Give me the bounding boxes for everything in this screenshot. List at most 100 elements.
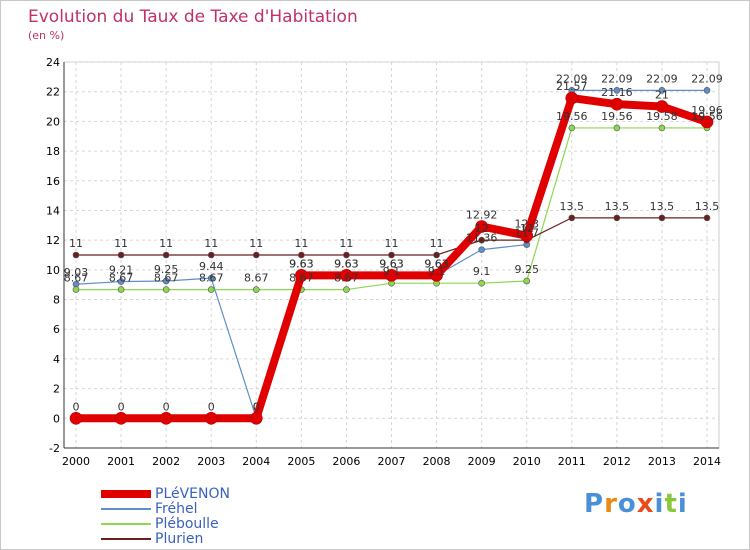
data-point — [613, 87, 621, 94]
data-point — [204, 412, 218, 425]
data-point — [340, 269, 353, 282]
data-label: 11 — [430, 237, 444, 250]
data-label: 12.3 — [514, 218, 539, 231]
data-label: 9.03 — [64, 266, 89, 279]
data-label: 19.56 — [601, 110, 633, 123]
data-label: 9.21 — [109, 264, 134, 277]
data-point — [430, 269, 443, 282]
data-point — [252, 251, 260, 259]
data-point — [478, 236, 485, 244]
data-label: 11 — [159, 237, 173, 250]
data-label: 8.67 — [109, 272, 134, 285]
data-label: 11 — [249, 237, 263, 250]
data-point — [162, 286, 170, 293]
data-point — [700, 115, 714, 129]
y-tick-label: 12 — [46, 234, 60, 247]
data-label: 0 — [163, 400, 170, 413]
data-point — [162, 277, 170, 285]
data-point — [565, 91, 579, 105]
chart-subtitle: (en %) — [28, 29, 65, 42]
data-label: 9.25 — [514, 263, 539, 276]
x-tick-label: 2011 — [558, 455, 586, 468]
y-tick-label: 22 — [46, 86, 60, 99]
data-point — [658, 214, 666, 222]
data-point — [343, 286, 350, 293]
y-tick-label: 4 — [53, 353, 60, 366]
data-label: 13.5 — [695, 200, 720, 213]
proxiti-logo: Proxiti — [584, 489, 688, 519]
data-label: 19.96 — [691, 104, 723, 117]
data-point — [655, 100, 669, 113]
x-tick-label: 2012 — [603, 455, 631, 468]
data-point — [613, 124, 621, 132]
data-point — [385, 269, 398, 282]
data-label: 22.09 — [646, 72, 678, 85]
legend-label: Plurien — [155, 531, 204, 547]
x-tick-label: 2003 — [197, 455, 225, 468]
y-tick-label: 8 — [53, 294, 60, 307]
data-point — [610, 97, 624, 111]
data-label: 9.63 — [379, 257, 404, 270]
data-label: 9.63 — [379, 257, 404, 270]
x-tick-label: 2009 — [468, 455, 496, 468]
data-label: 11 — [114, 237, 128, 250]
data-point — [388, 251, 395, 259]
y-tick-label: 2 — [53, 383, 60, 396]
data-point — [207, 286, 215, 293]
data-point — [252, 286, 260, 293]
data-point — [475, 220, 488, 233]
x-tick-label: 2013 — [648, 455, 676, 468]
data-label: 9.63 — [289, 257, 314, 270]
data-label: 11.7 — [514, 227, 539, 240]
data-point — [207, 274, 215, 282]
data-label: 19.56 — [556, 110, 588, 123]
data-label: 8.67 — [334, 272, 359, 285]
x-tick-label: 2014 — [693, 455, 721, 468]
data-point — [72, 286, 80, 293]
data-label: 9.63 — [424, 257, 449, 270]
data-label: 9.63 — [424, 257, 449, 270]
data-point — [478, 246, 485, 253]
data-point — [295, 269, 308, 282]
data-label: 12.92 — [466, 208, 498, 221]
data-point — [703, 87, 711, 94]
data-point — [568, 124, 576, 132]
data-point — [162, 251, 170, 259]
data-label: 9.63 — [334, 257, 359, 270]
data-label: 21.57 — [556, 80, 588, 93]
legend-swatch — [101, 508, 151, 510]
y-tick-label: 18 — [46, 145, 60, 158]
data-label: 8.67 — [289, 272, 314, 285]
data-label: 9.63 — [334, 257, 359, 270]
legend-swatch — [101, 490, 151, 498]
legend-label: PLéVENON — [155, 486, 230, 502]
data-label: 0 — [118, 400, 125, 413]
data-label: 13.5 — [560, 200, 585, 213]
x-tick-label: 2001 — [107, 455, 135, 468]
data-label: 0 — [73, 400, 80, 413]
data-label: 11 — [385, 237, 399, 250]
legend-label: Pléboulle — [155, 516, 219, 532]
data-point — [298, 251, 305, 259]
y-tick-label: 6 — [53, 323, 60, 336]
y-tick-label: 16 — [46, 175, 60, 188]
data-point — [658, 124, 666, 132]
data-label: 8.67 — [244, 272, 269, 285]
data-label: 22.09 — [691, 72, 723, 85]
data-label: 0 — [208, 400, 215, 413]
data-point — [117, 251, 125, 259]
data-point — [523, 277, 531, 285]
data-point — [703, 214, 711, 222]
x-tick-label: 2007 — [378, 455, 406, 468]
data-point — [658, 87, 666, 94]
data-label: 9.1 — [383, 265, 401, 278]
y-tick-label: -2 — [49, 442, 60, 455]
data-label: 11 — [294, 237, 308, 250]
data-label: 9.1 — [473, 265, 491, 278]
data-point — [478, 279, 485, 287]
x-tick-label: 2005 — [287, 455, 315, 468]
data-point — [433, 251, 440, 259]
data-point — [520, 229, 534, 242]
data-label: 19.56 — [691, 110, 723, 123]
